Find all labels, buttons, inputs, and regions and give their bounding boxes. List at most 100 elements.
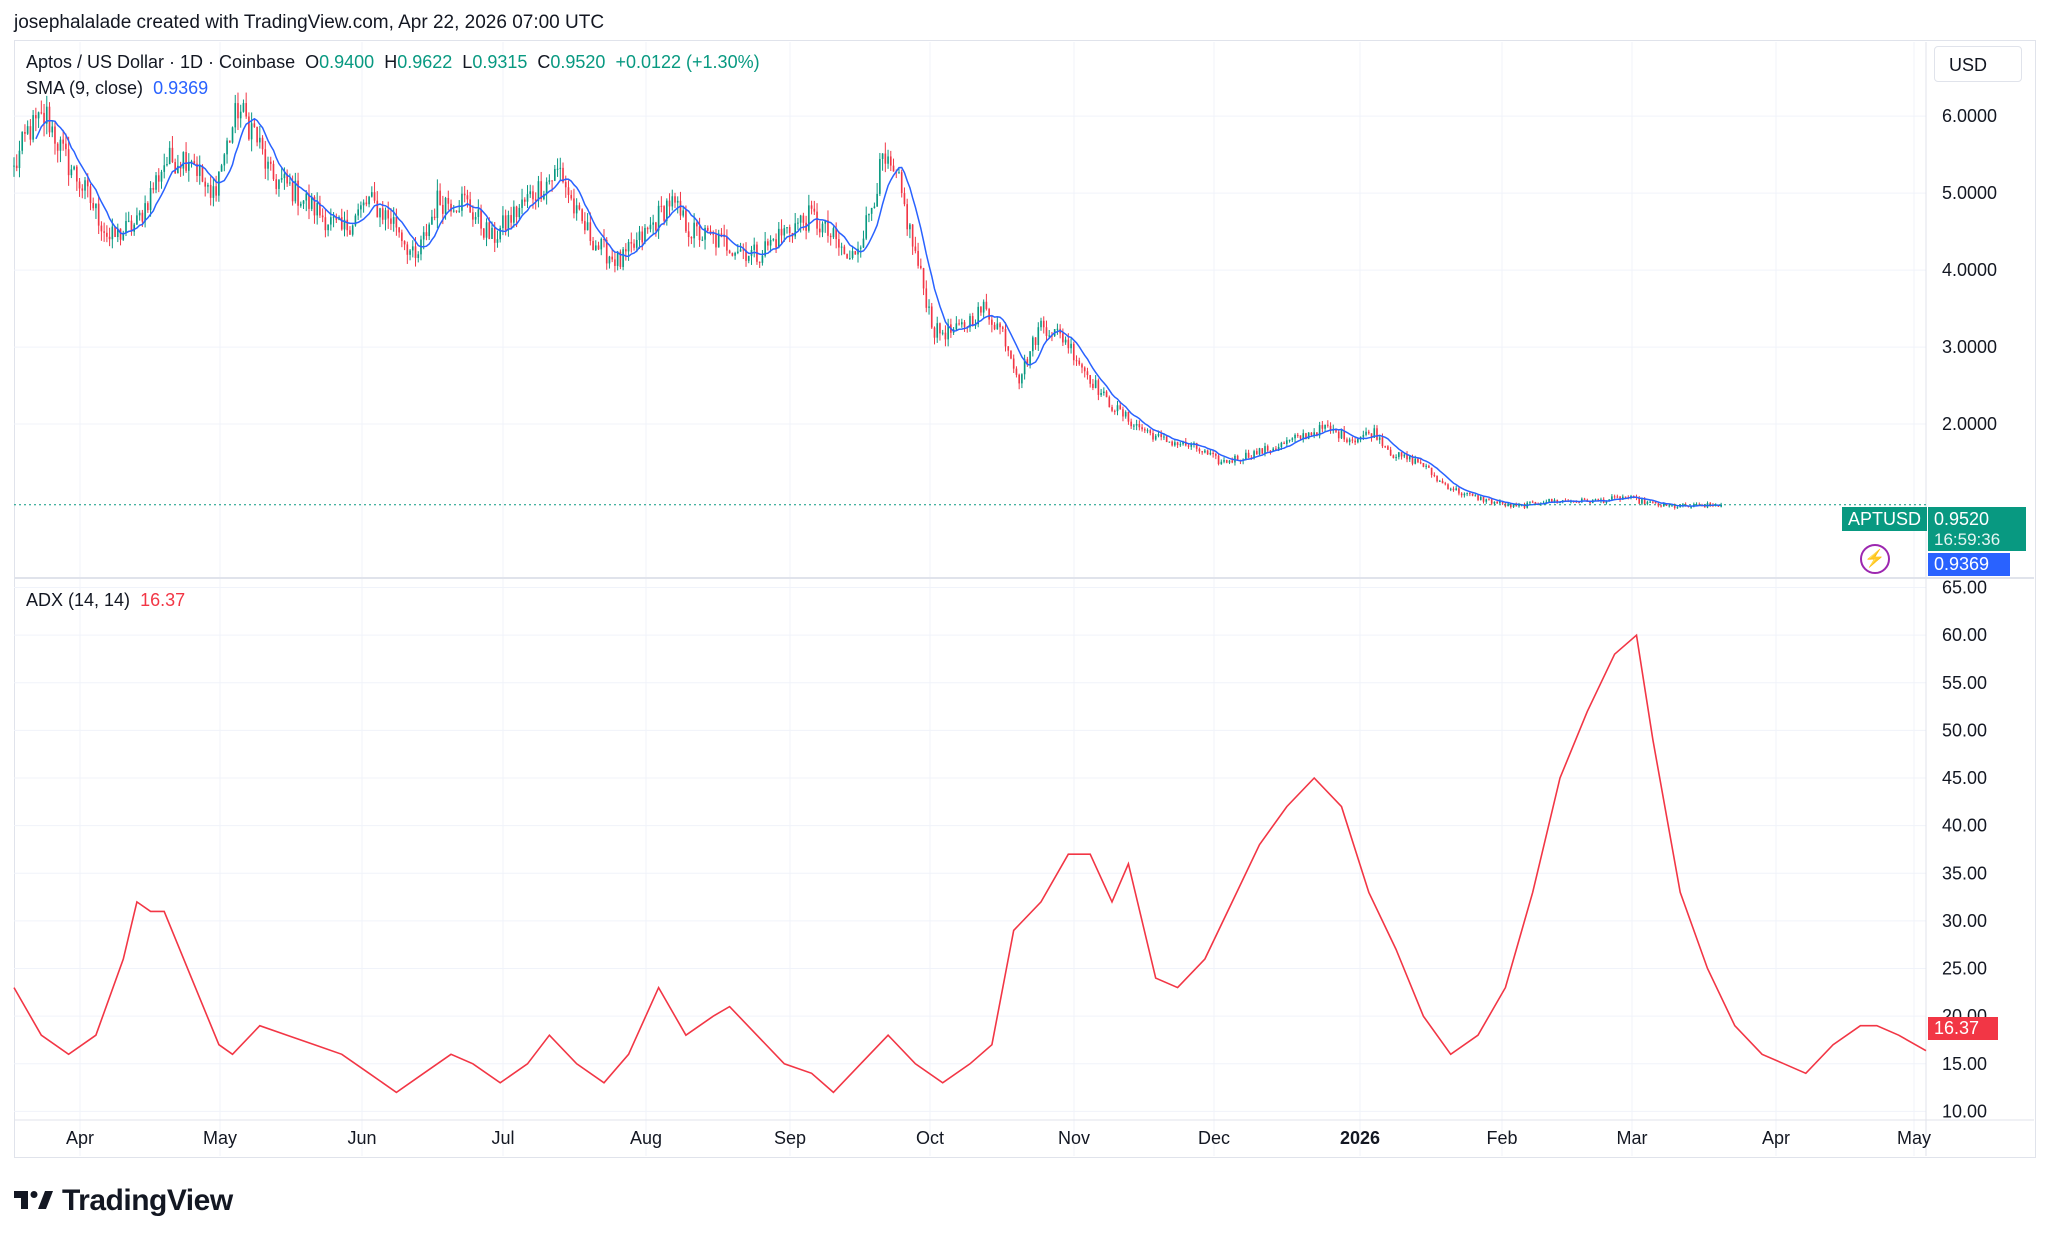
candle-body	[1430, 467, 1433, 475]
adx-tick-label: 40.00	[1942, 816, 1987, 836]
candle-body	[149, 188, 152, 211]
candle-body	[532, 191, 534, 200]
candle-body	[876, 193, 878, 207]
candle-body	[1398, 452, 1400, 458]
candle-body	[381, 208, 384, 220]
candle-body	[259, 137, 261, 143]
candle-body	[1458, 488, 1460, 494]
candle-body	[133, 224, 136, 232]
candle-body	[780, 228, 783, 236]
candle-body	[690, 237, 693, 239]
candle-body	[1357, 438, 1359, 443]
candle-body	[1078, 360, 1081, 365]
candle-body	[1004, 328, 1007, 347]
candle-body	[1351, 439, 1354, 441]
attribution-text: josephalalade created with TradingView.c…	[14, 12, 605, 33]
candle-body	[1512, 504, 1515, 508]
candle-body	[1611, 496, 1613, 500]
adx-legend[interactable]: ADX (14, 14) 16.37	[26, 590, 185, 611]
candle-body	[1113, 410, 1116, 412]
candle-body	[597, 245, 600, 250]
sma-legend[interactable]: SMA (9, close) 0.9369	[26, 78, 208, 99]
candle-body	[507, 215, 510, 231]
price-tick-label: 3.0000	[1942, 337, 1997, 357]
candle-body	[24, 132, 26, 134]
candle-body	[665, 200, 668, 221]
candle-body	[668, 200, 671, 207]
symbol-title: Aptos / US Dollar · 1D · Coinbase	[26, 52, 296, 72]
candle-body	[682, 210, 685, 216]
candle-body	[1346, 439, 1348, 443]
candle-body	[491, 227, 493, 239]
candle-body	[1490, 499, 1493, 504]
candle-body	[1116, 405, 1119, 412]
candle-body	[261, 137, 264, 150]
candle-body	[1122, 409, 1124, 417]
candle-body	[1105, 391, 1108, 398]
candle-body	[696, 222, 698, 227]
candle-body	[1578, 502, 1580, 504]
candle-body	[838, 239, 840, 248]
candle-body	[422, 232, 425, 240]
candle-body	[1589, 501, 1591, 504]
candle-body	[343, 219, 346, 230]
candle-body	[813, 208, 816, 212]
candle-body	[1534, 502, 1537, 504]
candle-body	[1176, 442, 1179, 446]
candle-body	[1165, 436, 1168, 443]
candle-body	[431, 216, 433, 225]
chart-frame[interactable]	[14, 40, 2036, 1158]
currency-selector[interactable]: USD	[1934, 46, 2022, 82]
candle-body	[368, 196, 370, 205]
candle-body	[15, 165, 18, 169]
candle-body	[411, 246, 414, 251]
time-tick-label: May	[203, 1128, 237, 1148]
candle-body	[1384, 446, 1386, 448]
candle-body	[1245, 452, 1247, 460]
candle-body	[1111, 407, 1113, 411]
candle-body	[1021, 374, 1023, 384]
change-value: +0.0122 (+1.30%)	[615, 52, 760, 72]
candle-body	[745, 250, 747, 261]
candle-body	[310, 196, 313, 209]
candle-body	[969, 316, 971, 328]
adx-tick-label: 65.00	[1942, 578, 1987, 598]
candle-body	[289, 182, 291, 184]
axis-layer: 6.0000 5.0000 4.0000 3.0000 2.0000 65.00 60.00…	[66, 106, 1997, 1148]
candle-body	[1018, 374, 1020, 384]
candle-body	[373, 192, 376, 201]
candle-body	[231, 127, 234, 143]
candle-body	[996, 323, 999, 330]
candle-body	[54, 126, 56, 144]
candle-body	[455, 210, 458, 212]
candle-body	[379, 208, 381, 218]
candle-body	[67, 149, 70, 176]
lightning-icon[interactable]: ⚡	[1860, 544, 1890, 574]
candle-body	[78, 181, 81, 189]
candle-body	[944, 332, 947, 340]
candle-body	[917, 250, 919, 266]
adx-tick-label: 30.00	[1942, 911, 1987, 931]
candle-body	[182, 152, 185, 169]
candle-body	[1422, 463, 1425, 467]
candle-body	[649, 224, 652, 230]
candle-body	[207, 184, 209, 187]
candle-body	[234, 103, 237, 128]
candle-body	[540, 181, 542, 200]
candle-body	[1529, 501, 1531, 503]
candle-body	[116, 228, 119, 238]
candle-body	[18, 150, 21, 169]
candle-body	[1485, 499, 1488, 502]
adx-tick-label: 25.00	[1942, 959, 1987, 979]
candle-body	[472, 212, 474, 220]
candle-body	[657, 205, 660, 231]
candle-body	[1138, 424, 1141, 428]
candle-body	[1187, 445, 1190, 447]
candle-body	[1455, 488, 1458, 491]
candle-body	[286, 174, 288, 184]
candle-body	[496, 239, 499, 243]
price-tick-label: 6.0000	[1942, 106, 1997, 126]
candle-body	[734, 252, 736, 256]
candle-body	[731, 253, 734, 256]
